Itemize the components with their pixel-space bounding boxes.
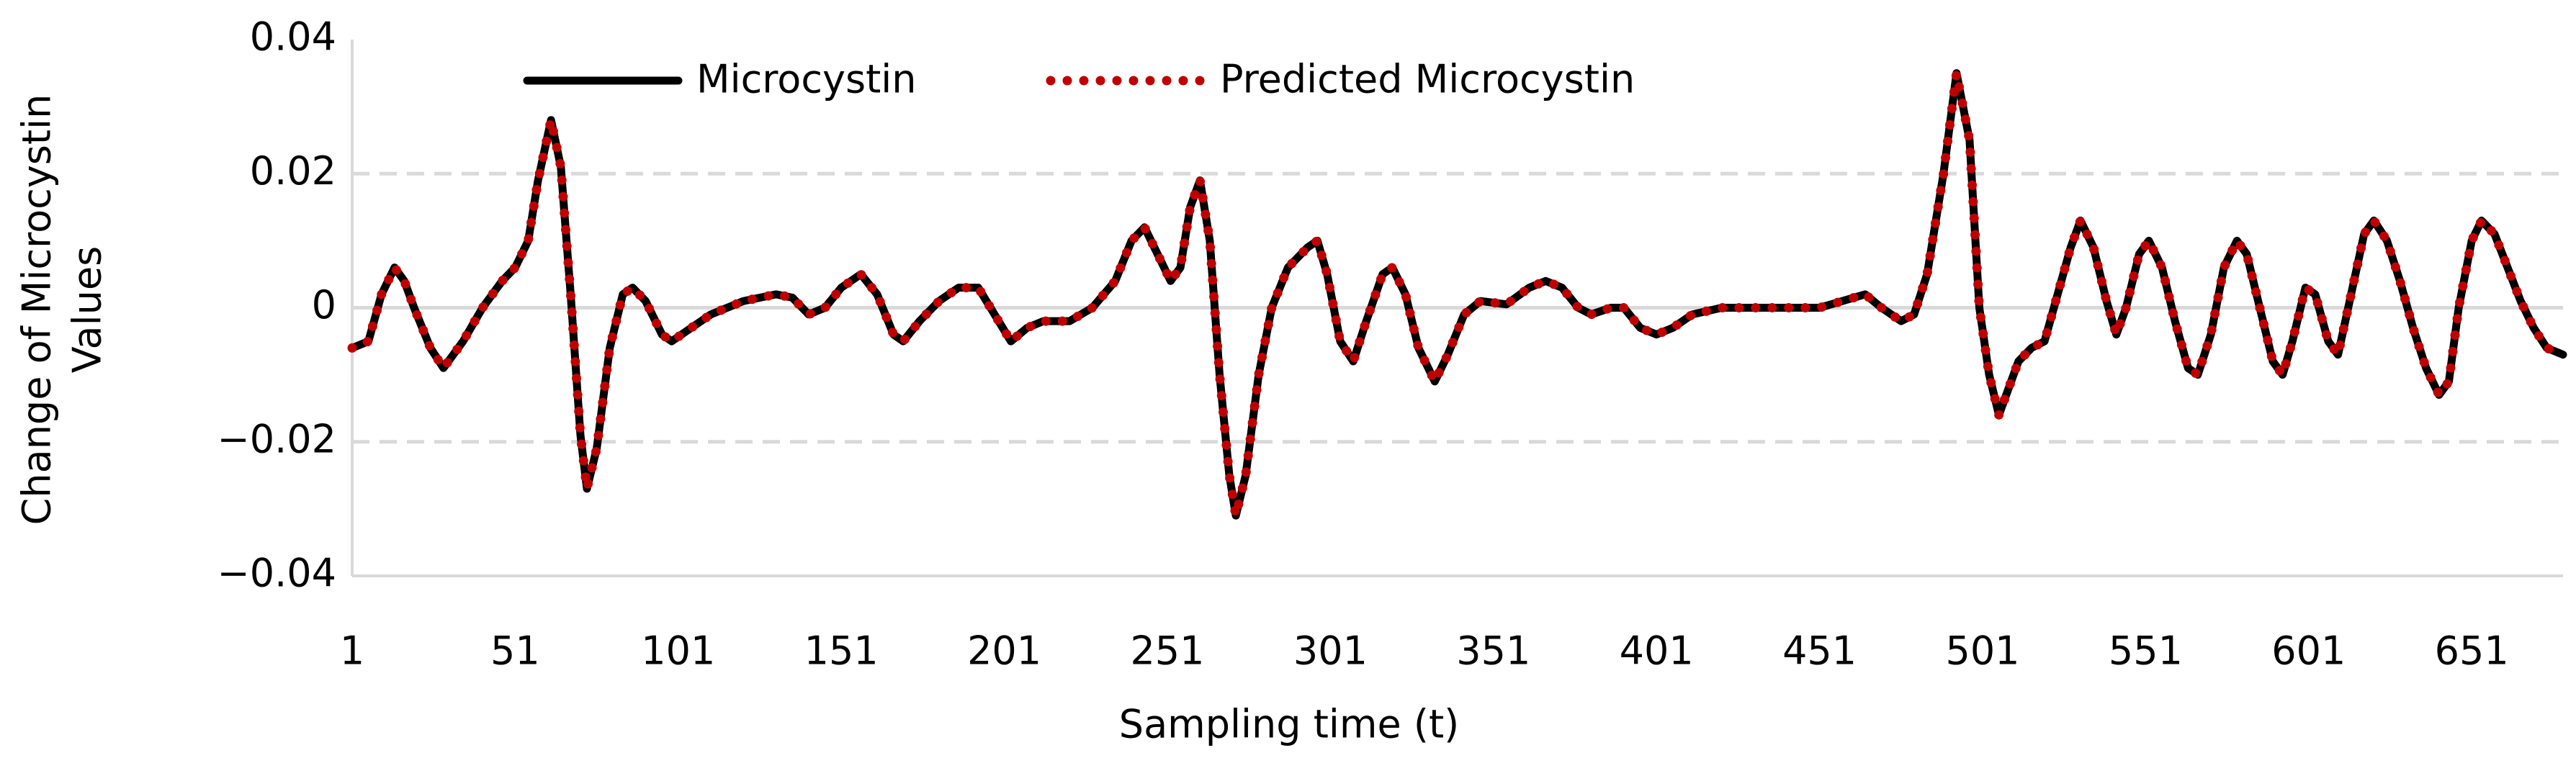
x-tick-label: 551 bbox=[2109, 628, 2183, 674]
x-tick-label: 301 bbox=[1293, 628, 1368, 674]
x-tick-label: 101 bbox=[641, 628, 715, 674]
y-tick-label: 0.02 bbox=[250, 148, 336, 194]
series-line bbox=[347, 68, 2568, 520]
x-tick-label: 151 bbox=[804, 628, 879, 674]
x-tick-label: 601 bbox=[2271, 628, 2346, 674]
y-tick-label: −0.02 bbox=[217, 416, 336, 461]
x-tick-label: 501 bbox=[1945, 628, 2019, 674]
x-tick-label: 51 bbox=[490, 628, 540, 674]
y-tick-label: 0 bbox=[312, 282, 336, 328]
x-tick-label: 651 bbox=[2435, 628, 2509, 674]
x-tick-label: 1 bbox=[340, 628, 364, 674]
legend-label: Predicted Microcystin bbox=[1220, 57, 1635, 102]
x-tick-label: 251 bbox=[1130, 628, 1204, 674]
x-tick-label: 451 bbox=[1782, 628, 1857, 674]
x-tick-label: 401 bbox=[1620, 628, 1694, 674]
legend-label: Microcystin bbox=[696, 57, 917, 102]
x-tick-label: 201 bbox=[967, 628, 1041, 674]
x-axis-title: Sampling time (t) bbox=[1119, 702, 1459, 747]
y-tick-label: −0.04 bbox=[217, 551, 336, 596]
x-tick-label: 351 bbox=[1456, 628, 1530, 674]
y-axis-title: Change of Microcystin bbox=[14, 94, 60, 525]
y-axis-title: Values bbox=[65, 246, 110, 373]
series-line bbox=[348, 69, 2567, 520]
y-tick-label: 0.04 bbox=[250, 14, 336, 60]
